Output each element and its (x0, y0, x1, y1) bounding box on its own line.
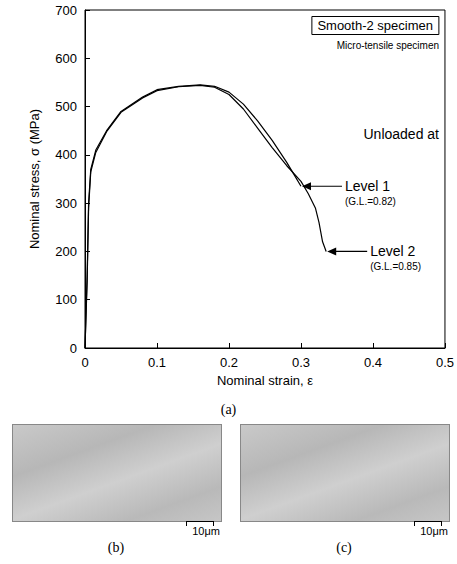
svg-text:Smooth-2 specimen: Smooth-2 specimen (317, 18, 433, 33)
svg-text:0.5: 0.5 (436, 355, 454, 370)
svg-text:0.1: 0.1 (148, 355, 166, 370)
svg-text:0.4: 0.4 (364, 355, 382, 370)
svg-text:Micro-tensile specimen: Micro-tensile specimen (337, 40, 439, 51)
svg-text:600: 600 (55, 51, 77, 66)
svg-text:400: 400 (55, 147, 77, 162)
svg-text:200: 200 (55, 244, 77, 259)
svg-text:(G.L.=0.85): (G.L.=0.85) (370, 261, 421, 272)
svg-text:(G.L.=0.82): (G.L.=0.82) (345, 196, 396, 207)
svg-text:Level 2: Level 2 (370, 243, 415, 259)
svg-text:300: 300 (55, 196, 77, 211)
svg-text:Nominal strain, ε: Nominal strain, ε (217, 373, 313, 388)
svg-text:100: 100 (55, 292, 77, 307)
svg-text:500: 500 (55, 99, 77, 114)
svg-text:0: 0 (70, 341, 77, 356)
svg-text:0.3: 0.3 (292, 355, 310, 370)
html-text:10μm: 10μm (420, 525, 448, 537)
html-text:10μm: 10μm (192, 525, 220, 537)
svg-text:700: 700 (55, 3, 77, 18)
svg-text:0: 0 (81, 355, 88, 370)
html-text:(c): (c) (336, 540, 352, 555)
svg-text:Unloaded at: Unloaded at (363, 126, 439, 142)
html-text:(b): (b) (107, 540, 125, 555)
svg-text:Nominal stress, σ (MPa): Nominal stress, σ (MPa) (27, 109, 42, 249)
svg-text:0.2: 0.2 (220, 355, 238, 370)
html-text:(a): (a) (220, 402, 237, 417)
svg-text:Level 1: Level 1 (345, 178, 390, 194)
